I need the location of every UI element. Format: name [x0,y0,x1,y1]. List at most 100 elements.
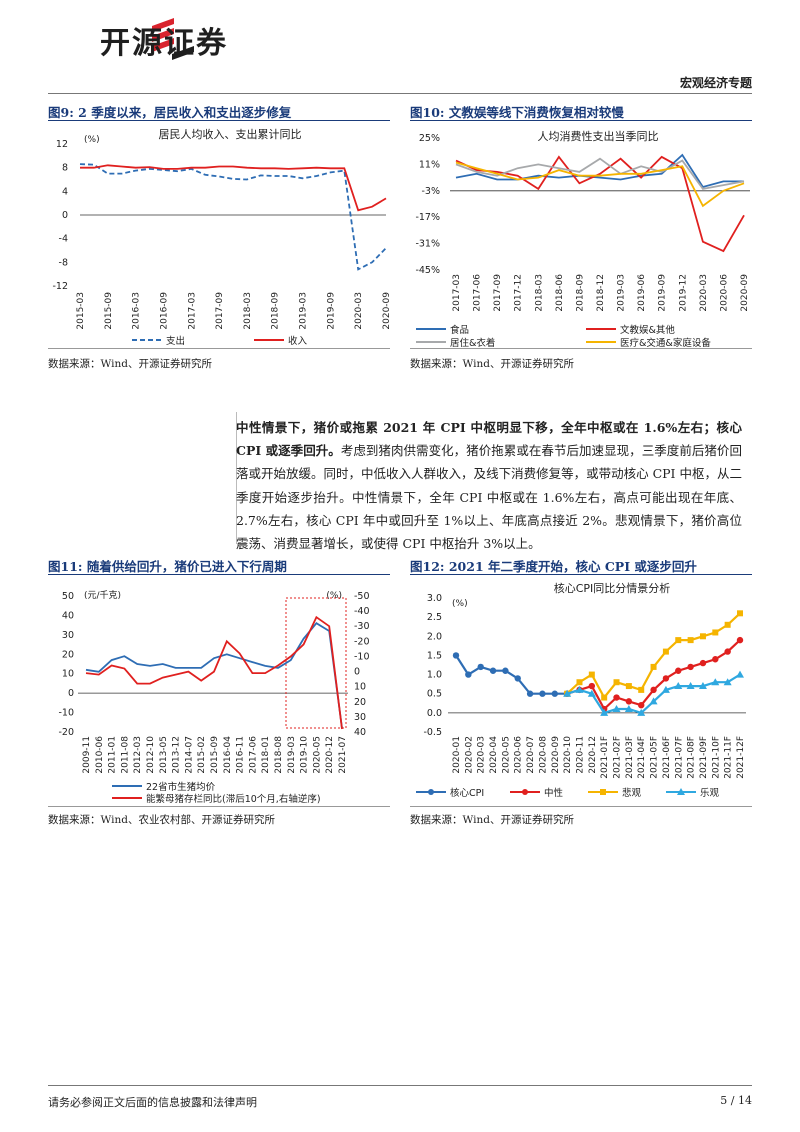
fig-title-rule [48,120,390,121]
data-point-core-cpi [539,690,546,697]
x-tick-label: 2020-06 [514,736,524,774]
y-tick-right: -20 [354,636,370,647]
x-tick-label: 2021-10F [711,736,721,779]
fig-bottom-rule [410,348,752,349]
data-point-optimistic [674,682,683,690]
data-point-core-cpi [526,690,534,697]
y-tick-label: 3.0 [427,593,442,604]
x-tick-label: 2019-03 [617,274,627,312]
data-point-neutral [613,694,620,701]
data-point-pessimistic [687,637,694,644]
y-tick-label: -45% [415,265,440,276]
header-divider [48,93,752,94]
data-point-optimistic [575,685,584,693]
x-tick-label: 2020-03 [699,274,709,312]
fig-title-rule [48,574,390,575]
data-point-core-cpi [514,675,521,682]
chart-title: 人均消费性支出当季同比 [538,129,659,143]
data-point-optimistic [723,678,732,686]
section-tag: 宏观经济专题 [679,76,752,90]
legend-neutral-marker [522,789,528,795]
legend-pessimistic-label: 悲观 [622,787,642,799]
data-point-neutral [724,648,731,655]
x-tick-label: 2020-06 [719,274,729,312]
x-tick-label: 2019-03 [287,736,297,774]
y-tick-left: 40 [62,610,74,621]
x-tick-label: 2020-01 [452,736,462,774]
x-tick-label: 2020-05 [501,736,511,774]
x-tick-label: 2020-08 [538,736,548,774]
series-line-spending [79,163,387,271]
legend-culture-label: 文教娱&其他 [620,324,675,336]
x-tick-label: 2013-05 [159,736,169,774]
sidebar-rule [236,412,237,544]
brand-name: 开源证券 [100,26,228,61]
data-point-neutral [699,659,707,667]
unit-label: (%) [452,599,468,609]
y-tick-label: -0.5 [423,727,442,738]
x-tick-label: 2011-08 [120,736,130,774]
y-tick-label: -12 [52,281,68,292]
data-point-core-cpi [477,663,484,671]
data-point-pessimistic [576,679,583,686]
y-tick-label: -8 [59,257,68,268]
y-tick-right: -30 [354,621,370,632]
series-line-sow-inventory [85,615,343,730]
x-tick-label: 2017-09 [493,274,503,312]
y-tick-label: -31% [415,239,440,250]
y-tick-label: -3% [422,186,441,197]
x-tick-label: 2018-06 [555,274,565,312]
fig9-title: 图9: 2 季度以来，居民收入和支出逐步修复 [48,105,292,120]
y-tick-label: 1.0 [427,670,442,681]
data-point-neutral [588,682,596,690]
x-tick-label: 2020-09 [551,736,561,774]
legend-hog-price-label: 22省市生猪均价 [146,781,216,793]
unit-label: (%) [84,135,100,145]
unit-left: (元/千克) [84,590,121,601]
brand-logo [152,18,194,60]
x-tick-label: 2021-09F [699,736,709,779]
y-tick-left: -10 [58,708,74,719]
x-tick-label: 2020-03 [354,292,364,330]
footer-disclaimer: 请务必参阅正文后面的信息披露和法律声明 [48,1096,257,1109]
x-tick-label: 2021-06F [662,736,672,779]
data-point-pessimistic [613,679,620,686]
y-tick-label: 2.0 [427,631,442,642]
legend-neutral-label: 中性 [544,787,564,799]
fig11-source: 数据来源：Wind、农业农村部、开源证券研究所 [48,814,275,826]
data-point-pessimistic [601,694,608,701]
x-tick-label: 2018-09 [271,292,281,330]
x-tick-label: 2016-09 [159,292,169,330]
x-tick-label: 2020-02 [464,736,474,774]
footer-divider [48,1085,752,1086]
data-point-optimistic [661,685,670,693]
data-point-optimistic [649,697,658,705]
x-tick-label: 2017-06 [248,736,258,774]
data-point-pessimistic [662,648,669,655]
y-tick-right: -50 [354,591,370,602]
series-line-hog-price [85,622,343,729]
fig-title-rule [410,574,752,575]
page-number: 5 / 14 [720,1094,752,1107]
data-point-pessimistic [588,671,595,678]
data-point-pessimistic [737,610,743,617]
chart-fig12: (%) 核心CPI同比分情景分析 3.0 2.5 2.0 1.5 1.0 0.5 0.0 -0.5… [416,581,746,799]
body-paragraph: 中性情景下，猪价或拖累 2021 年 CPI 中枢明显下移，全年中枢或在 1.6… [236,416,742,555]
data-point-optimistic [563,689,572,697]
chart-fig10: 人均消费性支出当季同比 25% 11% -3% -17% -31% -45% 2017-03 2… [415,129,750,348]
data-point-optimistic [587,689,596,697]
chart-fig9: (%) 居民人均收入、支出累计同比 12 8 4 0 -4 -8 -12 2015-03 2015-… [52,127,392,347]
fig12-source: 数据来源：Wind、开源证券研究所 [410,814,574,826]
data-point-neutral [712,656,719,663]
x-tick-label: 2014-07 [184,736,194,774]
x-tick-label: 2021-05F [650,736,660,779]
data-point-neutral [736,636,744,644]
x-tick-label: 2020-07 [526,736,536,774]
x-tick-label: 2021-07 [338,736,348,774]
x-tick-label: 2021-12F [736,736,746,779]
series-line-income [80,164,387,212]
x-tick-label: 2010-06 [95,736,105,774]
legend-pessimistic-marker [600,789,606,795]
x-tick-label: 2021-04F [637,736,647,779]
x-tick-label: 2018-12 [596,274,606,312]
